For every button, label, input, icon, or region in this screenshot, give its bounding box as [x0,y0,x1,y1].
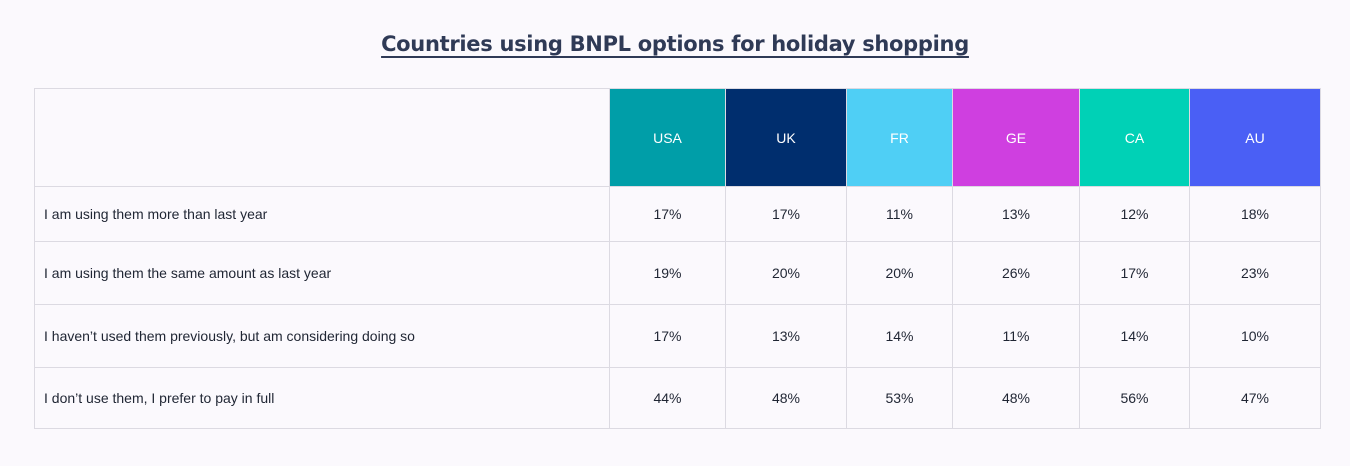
table-cell: 13% [725,304,847,368]
column-header-fr: FR [846,88,953,187]
table-cell: 17% [609,186,726,242]
table-row: I am using them more than last year 17% … [34,186,1321,242]
table-cell: 11% [846,186,953,242]
table-cell: 48% [952,367,1080,429]
table-cell: 10% [1189,304,1321,368]
column-header-ge: GE [952,88,1080,187]
table-cell: 47% [1189,367,1321,429]
table-cell: 17% [609,304,726,368]
column-header-uk: UK [725,88,847,187]
table-cell: 17% [1079,241,1190,305]
column-header-ca: CA [1079,88,1190,187]
row-label: I don’t use them, I prefer to pay in ful… [34,367,610,429]
table-cell: 26% [952,241,1080,305]
bnpl-table: USA UK FR GE CA AU I am using them more … [34,88,1321,429]
table-cell: 14% [846,304,953,368]
table-cell: 14% [1079,304,1190,368]
table-cell: 44% [609,367,726,429]
chart-title: Countries using BNPL options for holiday… [381,32,969,56]
table-cell: 11% [952,304,1080,368]
header-corner-cell [34,88,610,187]
table-cell: 20% [846,241,953,305]
table-cell: 48% [725,367,847,429]
table-row: I haven’t used them previously, but am c… [34,304,1321,368]
table-cell: 13% [952,186,1080,242]
table-cell: 56% [1079,367,1190,429]
table-cell: 53% [846,367,953,429]
column-header-au: AU [1189,88,1321,187]
row-label: I am using them more than last year [34,186,610,242]
row-label: I am using them the same amount as last … [34,241,610,305]
row-label: I haven’t used them previously, but am c… [34,304,610,368]
table-cell: 18% [1189,186,1321,242]
table-cell: 20% [725,241,847,305]
table-row: I am using them the same amount as last … [34,241,1321,305]
table-cell: 17% [725,186,847,242]
column-header-usa: USA [609,88,726,187]
table-cell: 19% [609,241,726,305]
header-row: USA UK FR GE CA AU [34,88,1321,187]
table-row: I don’t use them, I prefer to pay in ful… [34,367,1321,429]
table-cell: 12% [1079,186,1190,242]
table-cell: 23% [1189,241,1321,305]
